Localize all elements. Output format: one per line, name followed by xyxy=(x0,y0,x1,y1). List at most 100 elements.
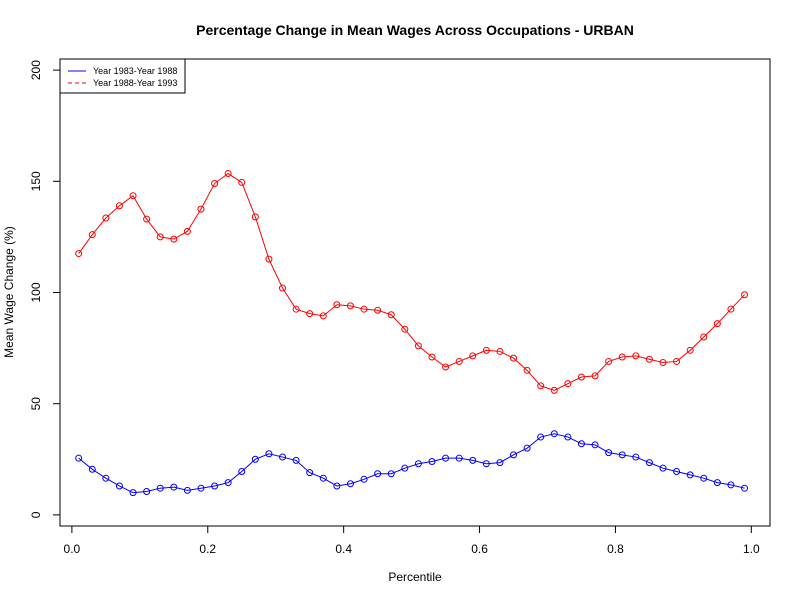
data-point xyxy=(251,455,259,463)
data-point xyxy=(510,451,518,459)
y-tick-label: 200 xyxy=(29,60,43,80)
data-point xyxy=(741,291,749,299)
data-point xyxy=(591,372,599,380)
data-point xyxy=(523,444,531,452)
data-point xyxy=(319,474,327,482)
data-point xyxy=(183,227,191,235)
data-point xyxy=(346,302,354,310)
y-axis: 0 50 100 150 200 xyxy=(29,60,61,518)
data-point xyxy=(442,363,450,371)
data-point xyxy=(238,178,246,186)
series-line xyxy=(78,172,745,391)
legend-box xyxy=(59,58,186,94)
data-point xyxy=(75,454,83,462)
data-point xyxy=(251,213,259,221)
data-point xyxy=(537,433,545,441)
data-point xyxy=(741,484,749,492)
data-point xyxy=(645,355,653,363)
data-point xyxy=(605,357,613,365)
y-axis-label: Mean Wage Change (%) xyxy=(2,226,16,358)
data-point xyxy=(700,474,708,482)
data-point xyxy=(564,380,572,388)
data-point xyxy=(605,449,613,457)
data-point xyxy=(673,357,681,365)
data-point xyxy=(550,386,558,394)
data-point xyxy=(414,460,422,468)
data-point xyxy=(469,456,477,464)
data-point xyxy=(455,454,463,462)
data-point xyxy=(129,489,137,497)
data-point xyxy=(238,468,246,476)
data-point xyxy=(387,470,395,478)
data-point xyxy=(333,482,341,490)
data-point xyxy=(482,460,490,468)
data-point xyxy=(510,354,518,362)
y-tick-label: 50 xyxy=(29,397,43,411)
data-point xyxy=(306,310,314,318)
data-point xyxy=(224,479,232,487)
data-point xyxy=(632,453,640,461)
data-point xyxy=(265,450,273,458)
data-point xyxy=(428,353,436,361)
data-point xyxy=(279,284,287,292)
x-tick-label: 1.0 xyxy=(743,542,760,556)
data-point xyxy=(211,180,219,188)
series-1 xyxy=(75,430,749,497)
x-axis-label: Percentile xyxy=(388,570,442,584)
data-point xyxy=(211,482,219,490)
data-point xyxy=(537,382,545,390)
data-point xyxy=(183,486,191,494)
y-tick-label: 150 xyxy=(29,171,43,191)
data-point xyxy=(143,488,151,496)
data-point xyxy=(469,352,477,360)
data-point xyxy=(197,484,205,492)
data-point xyxy=(374,470,382,478)
data-point xyxy=(428,458,436,466)
x-tick-label: 0.4 xyxy=(335,542,352,556)
data-point xyxy=(713,320,721,328)
data-point xyxy=(591,441,599,449)
data-point xyxy=(618,451,626,459)
data-point xyxy=(482,346,490,354)
data-point xyxy=(659,359,667,367)
legend-label-series-1: Year 1983-Year 1988 xyxy=(93,66,177,76)
data-point xyxy=(442,454,450,462)
data-point xyxy=(170,235,178,243)
data-point xyxy=(727,481,735,489)
data-point xyxy=(197,205,205,213)
data-point xyxy=(115,482,123,490)
data-point xyxy=(170,483,178,491)
data-point xyxy=(306,469,314,477)
data-point xyxy=(686,471,694,479)
data-point xyxy=(700,333,708,341)
data-point xyxy=(360,305,368,313)
data-point xyxy=(401,464,409,472)
data-point xyxy=(496,459,504,467)
data-point xyxy=(279,453,287,461)
data-point xyxy=(102,474,110,482)
data-point xyxy=(129,192,137,200)
chart-title: Percentage Change in Mean Wages Across O… xyxy=(196,22,634,38)
data-point xyxy=(686,346,694,354)
data-point xyxy=(523,366,531,374)
data-point xyxy=(224,170,232,178)
y-tick-label: 100 xyxy=(29,282,43,302)
x-tick-label: 0.0 xyxy=(64,542,81,556)
data-point xyxy=(387,311,395,319)
data-point xyxy=(577,373,585,381)
data-point xyxy=(713,479,721,487)
data-point xyxy=(401,325,409,333)
data-point xyxy=(143,215,151,223)
series-line xyxy=(78,433,745,494)
data-point xyxy=(550,430,558,438)
data-point xyxy=(727,305,735,313)
data-point xyxy=(292,456,300,464)
data-point xyxy=(645,459,653,467)
data-point xyxy=(156,233,164,241)
x-tick-label: 0.6 xyxy=(471,542,488,556)
data-point xyxy=(632,352,640,360)
data-point xyxy=(333,301,341,309)
data-point xyxy=(88,231,96,239)
data-point xyxy=(564,433,572,441)
